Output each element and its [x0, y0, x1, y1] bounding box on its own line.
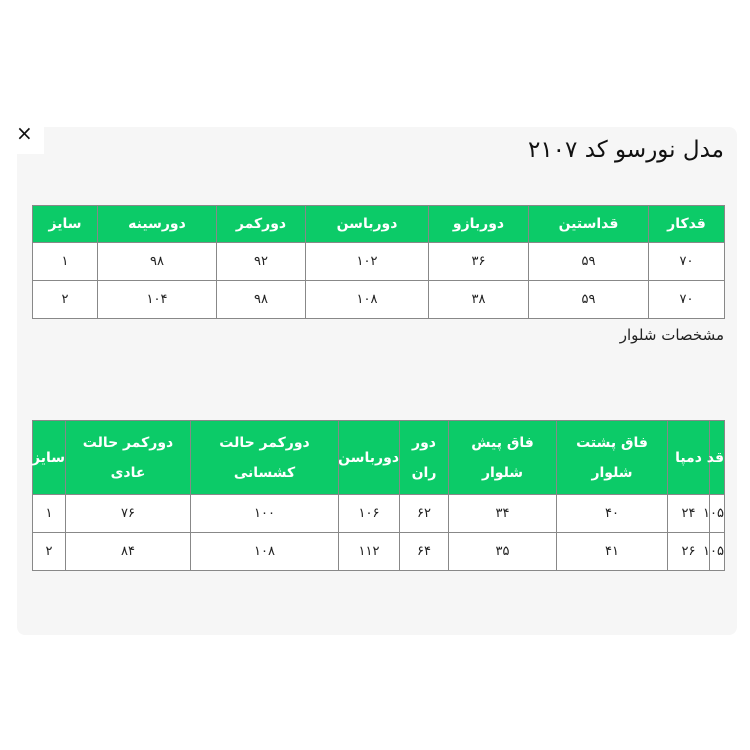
- table-cell: ۱۰۰: [190, 494, 339, 533]
- table-cell: ۳۴: [448, 494, 557, 533]
- table-cell: ۳۵: [448, 532, 557, 571]
- column-header: دور ران: [399, 420, 449, 495]
- table-row: ۷۰ ۵۹ ۳۶ ۱۰۲ ۹۲ ۹۸ ۱: [32, 242, 725, 281]
- table-row: ۱۰۵ ۲۶ ۴۱ ۳۵ ۶۴ ۱۱۲ ۱۰۸ ۸۴ ۲: [32, 532, 725, 571]
- table-cell: ۴۰: [556, 494, 668, 533]
- table-cell: ۲: [32, 280, 98, 319]
- page-title: مدل نورسو کد ۲۱۰۷: [527, 137, 724, 163]
- table-cell: ۸۴: [65, 532, 191, 571]
- table-header-row: قدکار قداستین دوربازو دورباسن دورکمر دورسینه س…: [32, 205, 725, 243]
- table-cell: ۱۰۸: [190, 532, 339, 571]
- close-icon: ×: [16, 121, 33, 145]
- column-header: دورسینه: [97, 205, 217, 243]
- column-header: دوربازو: [428, 205, 529, 243]
- table-cell: ۹۸: [97, 242, 217, 281]
- table-cell: ۲: [32, 532, 66, 571]
- column-header: فاق پشتت شلوار: [556, 420, 668, 495]
- column-header: فاق پیش شلوار: [448, 420, 557, 495]
- column-header: سایز: [32, 205, 98, 243]
- table-cell: ۱۰۶: [338, 494, 400, 533]
- column-header: دورکمر حالت عادی: [65, 420, 191, 495]
- table-cell: ۷۰: [648, 242, 725, 281]
- table-cell: ۱۰۵: [703, 532, 725, 571]
- table-cell: ۶۴: [399, 532, 449, 571]
- table-cell: ۱۰۸: [305, 280, 429, 319]
- table-cell: ۱: [32, 242, 98, 281]
- table-cell: ۲۴: [667, 494, 710, 533]
- pants-specs-heading: مشخصات شلوار: [619, 326, 724, 344]
- table-cell: ۴۱: [556, 532, 668, 571]
- table-cell: ۱۰۴: [97, 280, 217, 319]
- table-cell: ۵۹: [528, 242, 649, 281]
- column-header: دورباسن: [338, 420, 400, 495]
- table-header-row: قد دمپا فاق پشتت شلوار فاق پیش شلوار دور ران…: [32, 420, 725, 495]
- column-header: قدکار: [648, 205, 725, 243]
- table-cell: ۱۰۲: [305, 242, 429, 281]
- table-row: ۱۰۵ ۲۴ ۴۰ ۳۴ ۶۲ ۱۰۶ ۱۰۰ ۷۶ ۱: [32, 494, 725, 533]
- pants-size-table: قد دمپا فاق پشتت شلوار فاق پیش شلوار دور ران…: [32, 420, 725, 571]
- table-cell: ۹۸: [216, 280, 306, 319]
- column-header: قداستین: [528, 205, 649, 243]
- table-row: ۷۰ ۵۹ ۳۸ ۱۰۸ ۹۸ ۱۰۴ ۲: [32, 280, 725, 319]
- column-header: دورکمر حالت کشسانی: [190, 420, 339, 495]
- column-header: قد: [707, 420, 725, 495]
- table-cell: ۳۶: [428, 242, 529, 281]
- column-header: دمپا: [667, 420, 710, 495]
- table-cell: ۹۲: [216, 242, 306, 281]
- top-size-table: قدکار قداستین دوربازو دورباسن دورکمر دورسینه س…: [32, 205, 725, 319]
- table-cell: ۱۰۵: [703, 494, 725, 533]
- column-header: دورباسن: [305, 205, 429, 243]
- table-cell: ۳۸: [428, 280, 529, 319]
- column-header: سایز: [32, 420, 66, 495]
- table-cell: ۲۶: [667, 532, 710, 571]
- table-cell: ۱: [32, 494, 66, 533]
- table-cell: ۷۰: [648, 280, 725, 319]
- table-cell: ۱۱۲: [338, 532, 400, 571]
- table-cell: ۶۲: [399, 494, 449, 533]
- table-cell: ۵۹: [528, 280, 649, 319]
- close-button[interactable]: ×: [0, 118, 44, 154]
- column-header: دورکمر: [216, 205, 306, 243]
- table-cell: ۷۶: [65, 494, 191, 533]
